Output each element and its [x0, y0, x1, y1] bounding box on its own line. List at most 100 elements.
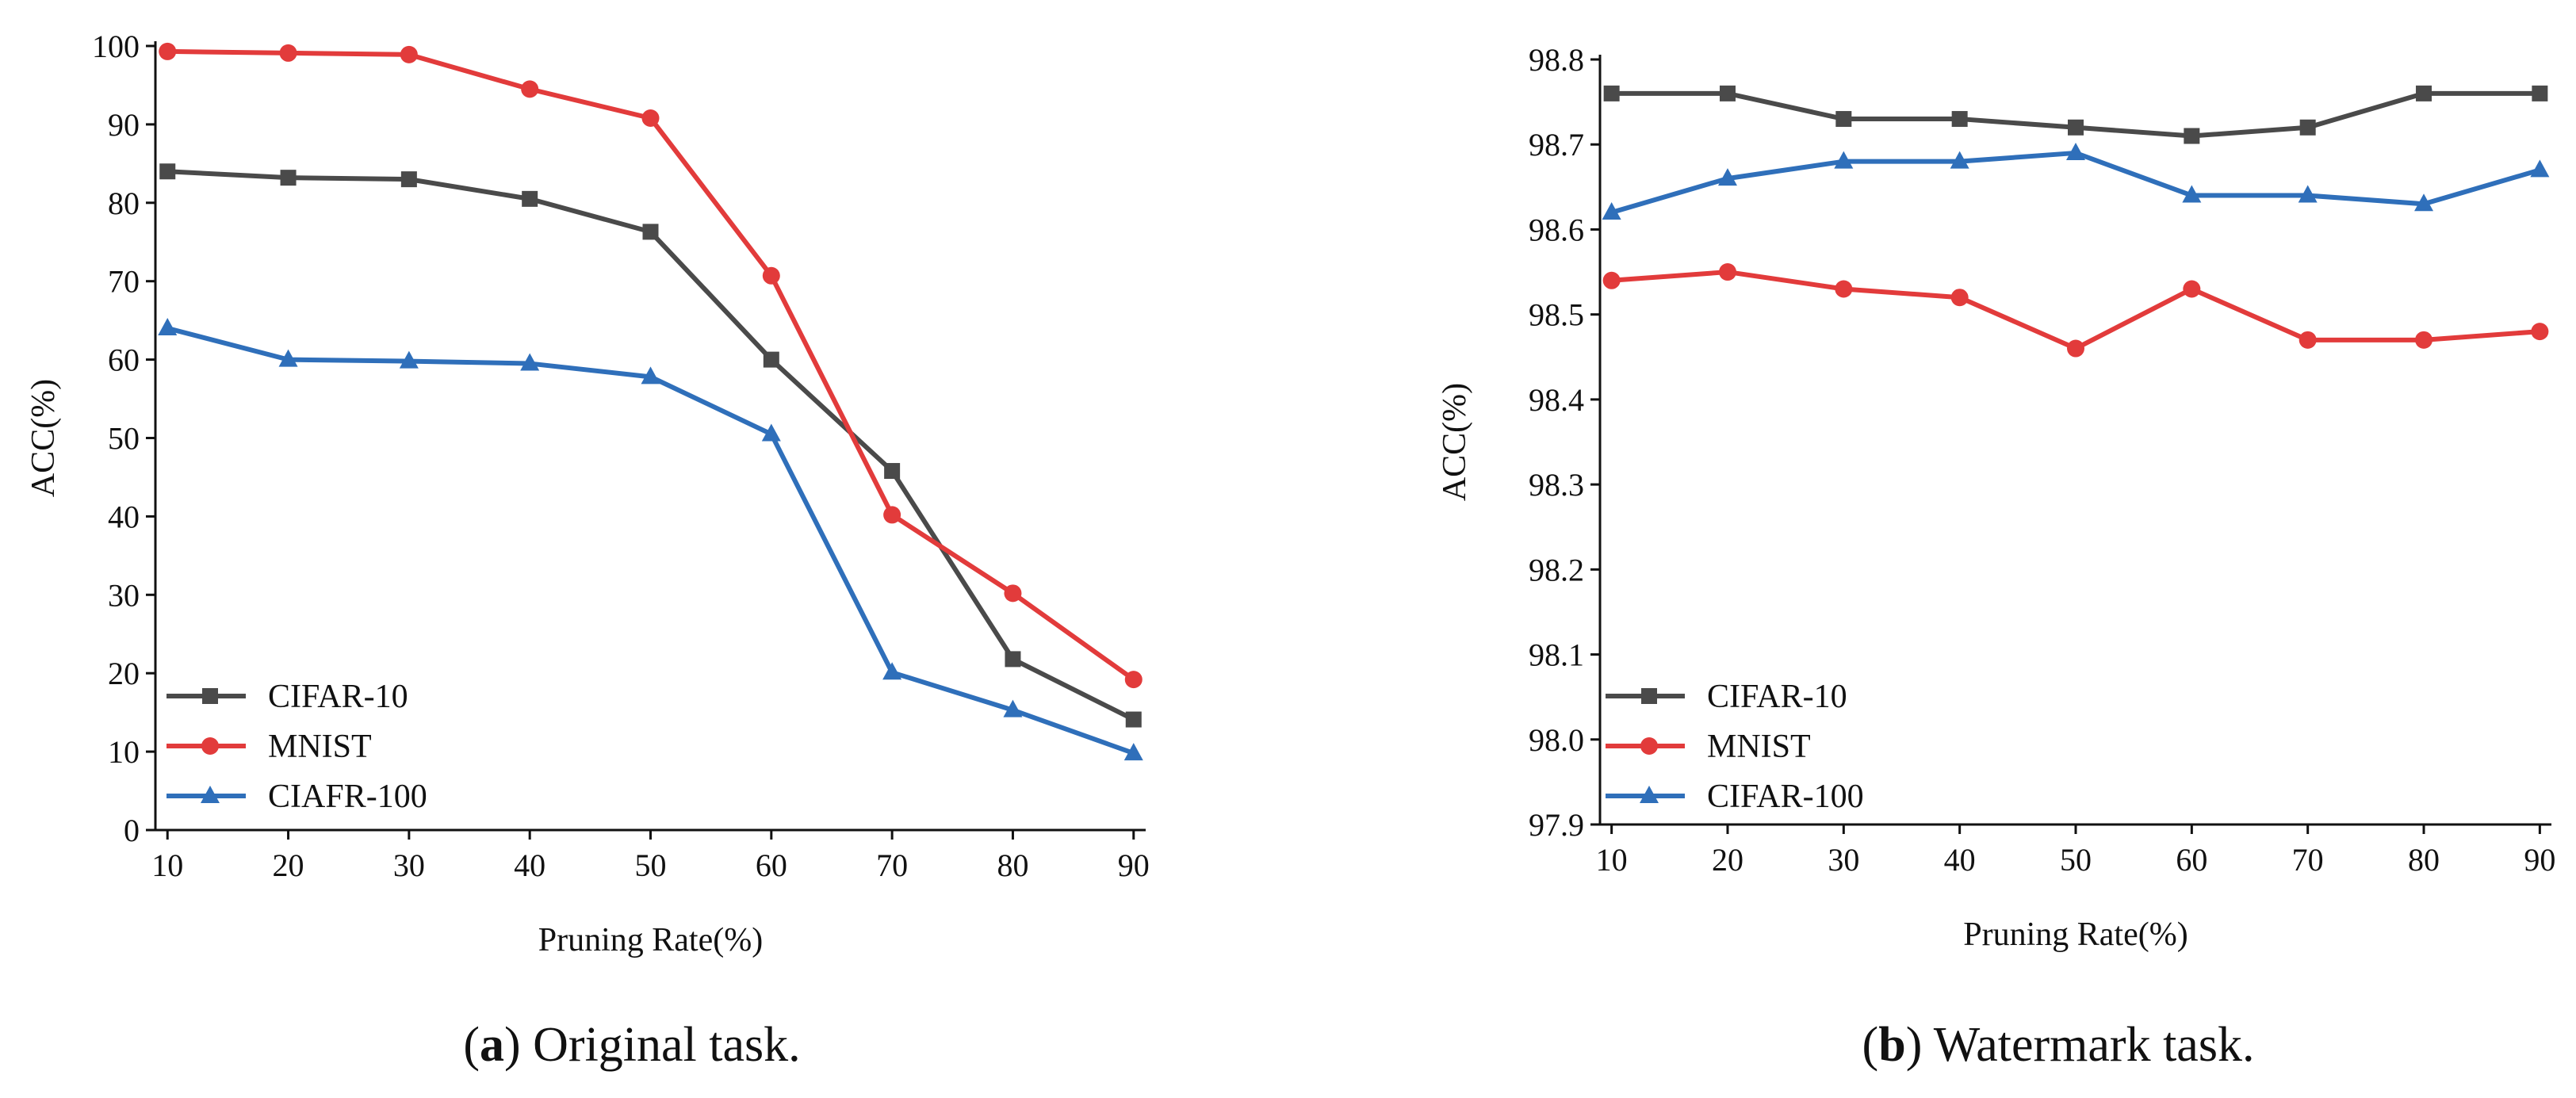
- x-tick-label: 60: [2176, 842, 2207, 878]
- data-point: [1950, 289, 1969, 307]
- x-tick-label: 10: [151, 847, 183, 883]
- series-cifar-10: [159, 163, 1142, 728]
- legend-label: CIAFR-100: [268, 779, 427, 815]
- y-tick-label: 98.0: [1529, 722, 1584, 758]
- data-point: [1003, 699, 1023, 717]
- caption-text: Watermark task.: [1922, 1018, 2254, 1072]
- data-point: [522, 190, 538, 207]
- x-tick-label: 50: [635, 847, 667, 883]
- legend-swatch-marker: [201, 737, 219, 755]
- y-tick-label: 98.3: [1529, 467, 1584, 503]
- x-tick-label: 10: [1596, 842, 1628, 878]
- data-point: [2184, 128, 2200, 144]
- data-point: [1719, 85, 1736, 101]
- legend-swatch-marker: [1640, 786, 1659, 803]
- data-point: [2183, 280, 2201, 298]
- data-point: [1004, 584, 1022, 603]
- data-point: [884, 463, 901, 480]
- data-point: [2532, 85, 2548, 101]
- y-tick-label: 98.2: [1529, 552, 1584, 587]
- x-tick-label: 50: [2060, 842, 2092, 878]
- series-ciafr-100: [158, 318, 1143, 761]
- y-tick-label: 98.5: [1529, 297, 1584, 333]
- data-point: [399, 350, 419, 369]
- y-tick-label: 0: [124, 813, 140, 848]
- x-tick-label: 40: [1944, 842, 1976, 878]
- data-point: [1951, 111, 1968, 128]
- series-cifar-100: [1602, 142, 2550, 220]
- data-point: [158, 318, 178, 336]
- data-point: [2182, 185, 2202, 203]
- data-point: [642, 224, 659, 240]
- caption-a: (a) Original task.: [463, 1018, 800, 1072]
- y-tick-label: 98.1: [1529, 637, 1584, 673]
- x-tick-label: 80: [2408, 842, 2440, 878]
- data-point: [2414, 193, 2434, 212]
- data-point: [2299, 119, 2316, 136]
- y-tick-label: 50: [108, 421, 140, 457]
- data-point: [2298, 185, 2318, 203]
- data-point: [2068, 119, 2084, 136]
- y-tick-label: 10: [108, 734, 140, 770]
- data-point: [1834, 151, 1854, 169]
- data-point: [1835, 280, 1853, 298]
- y-tick-label: 98.4: [1529, 382, 1584, 418]
- data-point: [763, 351, 779, 368]
- data-point: [2530, 159, 2550, 178]
- data-point: [762, 266, 780, 285]
- data-point: [2066, 142, 2085, 160]
- data-point: [279, 44, 297, 62]
- series-line: [1609, 270, 2543, 351]
- y-tick-label: 30: [108, 577, 140, 613]
- caption-close: ): [504, 1018, 521, 1072]
- y-tick-label: 60: [108, 342, 140, 378]
- data-point: [761, 423, 781, 442]
- y-tick-label: 80: [108, 186, 140, 221]
- chart-a: 0 10 20 30 40 50 60 70 80 90 100 10 20 30 40 50 60 70 80 90…: [25, 29, 1150, 958]
- data-point: [1602, 271, 1621, 289]
- data-point: [1717, 168, 1737, 186]
- y-tick-label: 100: [92, 29, 140, 64]
- legend: CIFAR-10 MNIST CIFAR-100: [1606, 679, 1864, 815]
- caption-letter: b: [1878, 1018, 1905, 1072]
- data-point: [1005, 651, 1021, 668]
- x-tick-label: 70: [2292, 842, 2324, 878]
- y-axis-title: ACC(%): [25, 379, 62, 497]
- y-tick-label: 40: [108, 499, 140, 534]
- series-mnist: [1602, 263, 2549, 358]
- data-point: [1718, 263, 1736, 281]
- data-point: [641, 109, 660, 127]
- caption-text: Original task.: [521, 1018, 801, 1072]
- data-point: [2416, 85, 2432, 101]
- x-tick-label: 20: [273, 847, 304, 883]
- y-tick-label: 98.8: [1529, 42, 1584, 78]
- data-point: [520, 353, 540, 371]
- legend-label: CIFAR-10: [1707, 679, 1847, 715]
- x-tick-label: 20: [1712, 842, 1743, 878]
- y-axis-title: ACC(%): [1437, 383, 1473, 501]
- caption-letter: a: [480, 1018, 504, 1072]
- legend-swatch-marker: [1641, 688, 1657, 704]
- data-point: [1950, 151, 1969, 169]
- data-point: [1602, 202, 1621, 220]
- legend-swatch-marker: [1640, 737, 1658, 755]
- legend-label: CIFAR-100: [1707, 779, 1864, 815]
- data-point: [400, 45, 418, 63]
- y-tick-label: 97.9: [1529, 807, 1584, 843]
- y-tick-label: 20: [108, 656, 140, 691]
- x-tick-label: 90: [2524, 842, 2555, 878]
- data-point: [1603, 85, 1620, 101]
- x-tick-label: 60: [756, 847, 787, 883]
- data-point: [641, 366, 660, 384]
- data-point: [280, 170, 297, 186]
- x-tick-label: 70: [876, 847, 908, 883]
- data-point: [882, 662, 902, 680]
- x-axis-title: Pruning Rate(%): [538, 922, 763, 958]
- caption-open: (: [1862, 1018, 1879, 1072]
- data-point: [278, 349, 298, 367]
- series-cifar-10: [1603, 85, 2548, 144]
- y-tick-label: 90: [108, 107, 140, 143]
- data-point: [159, 42, 177, 60]
- series-line: [165, 169, 1136, 722]
